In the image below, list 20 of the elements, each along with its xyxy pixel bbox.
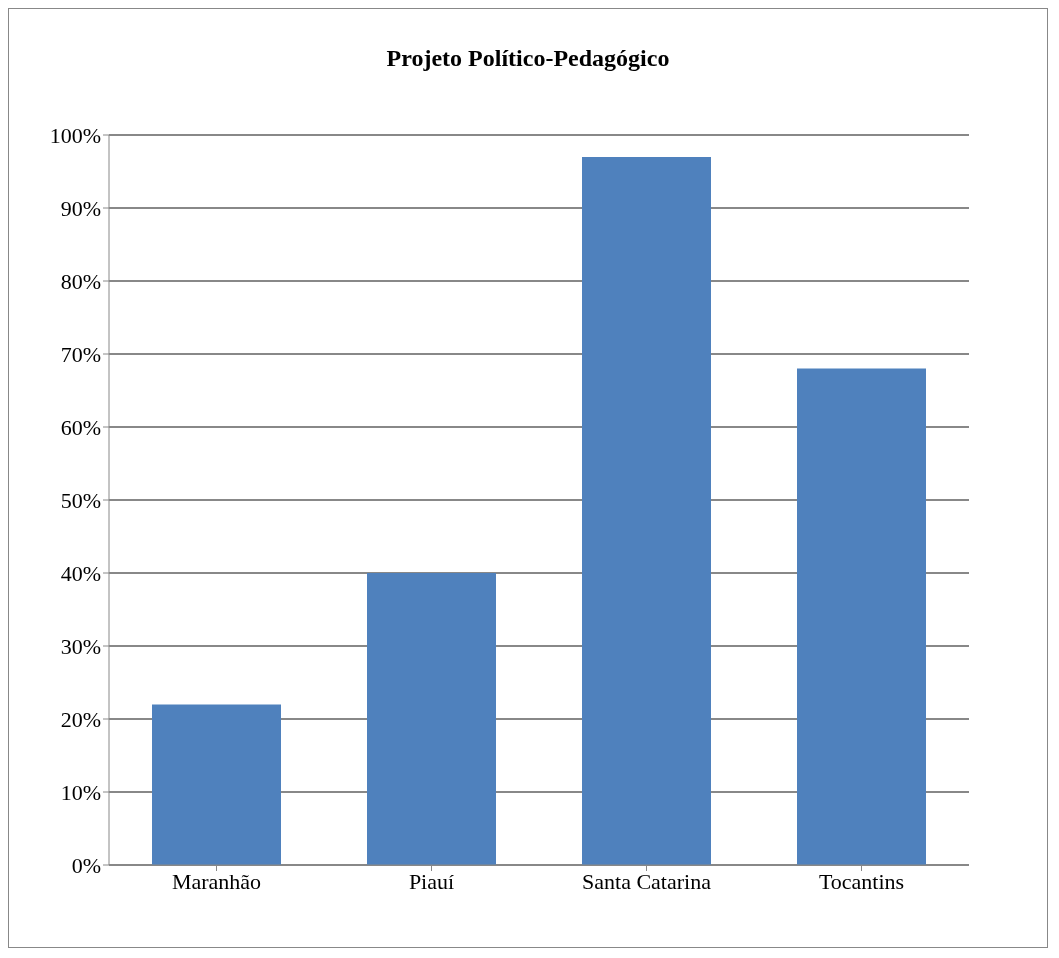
y-tick-label: 80% [60, 268, 101, 294]
x-tick-label: Maranhão [171, 868, 262, 894]
y-tick-label: 30% [60, 633, 101, 659]
x-tick-label: Santa Catarina [582, 868, 712, 894]
y-tick-label: 40% [60, 560, 101, 586]
chart-title: Projeto Político-Pedagógico [385, 45, 671, 73]
y-tick-label: 10% [60, 779, 101, 805]
bar [152, 704, 281, 865]
y-tick-label: 70% [60, 341, 101, 367]
y-tick-label: 50% [60, 487, 101, 513]
y-tick-label: 90% [60, 195, 101, 221]
y-tick-label: 20% [60, 706, 101, 732]
x-tick-label: Tocantins [818, 868, 905, 894]
x-tick-label: Piauí [408, 868, 455, 894]
y-tick-label: 0% [71, 852, 101, 878]
bar [582, 156, 711, 865]
y-tick-label: 100% [49, 122, 101, 148]
y-tick-label: 60% [60, 414, 101, 440]
bar [797, 368, 926, 865]
bar [367, 573, 496, 865]
